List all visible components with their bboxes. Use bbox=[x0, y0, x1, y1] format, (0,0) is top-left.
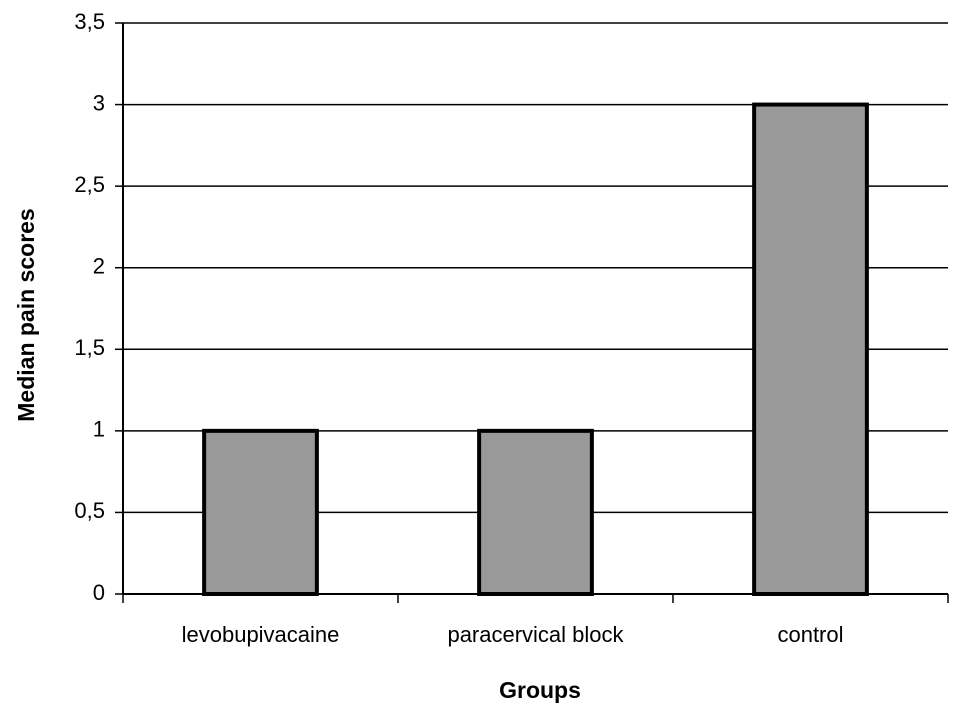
x-tick-label: levobupivacaine bbox=[182, 622, 340, 647]
y-axis-title: Median pain scores bbox=[13, 208, 39, 421]
y-tick-label: 3,5 bbox=[74, 9, 105, 34]
bar bbox=[202, 428, 319, 596]
x-tick-label: control bbox=[777, 622, 843, 647]
y-tick-label: 1 bbox=[93, 417, 105, 442]
y-tick-label: 2 bbox=[93, 254, 105, 279]
y-tick-label: 1,5 bbox=[74, 335, 105, 360]
x-tick-label: paracervical block bbox=[447, 622, 624, 647]
bar bbox=[477, 428, 594, 596]
y-tick-label: 0,5 bbox=[74, 498, 105, 523]
x-axis-title: Groups bbox=[499, 677, 581, 703]
y-tick-label: 0 bbox=[93, 580, 105, 605]
bar bbox=[752, 102, 869, 596]
y-tick-label: 3 bbox=[93, 90, 105, 115]
y-tick-label: 2,5 bbox=[74, 172, 105, 197]
